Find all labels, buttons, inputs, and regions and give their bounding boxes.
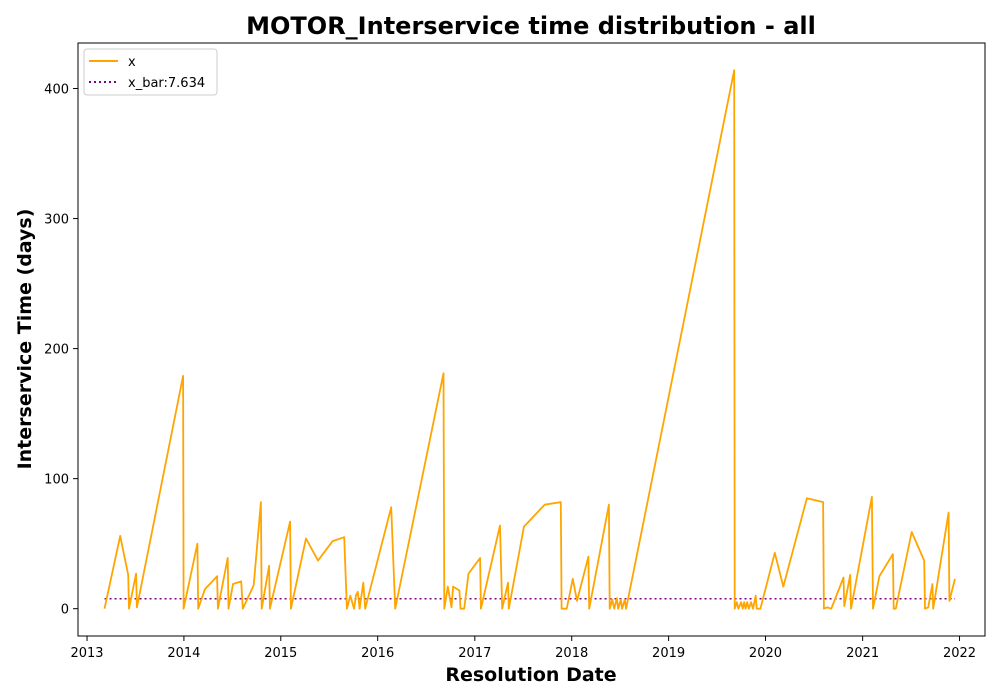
- y-tick-label: 100: [44, 473, 69, 488]
- legend: x x_bar:7.634: [83, 48, 218, 96]
- x-axis-label: Resolution Date: [445, 664, 616, 686]
- x-tick-label: 2021: [846, 646, 879, 661]
- x-tick-label: 2019: [652, 646, 685, 661]
- series-line-x: [103, 69, 956, 610]
- chart-title: MOTOR_Interservice time distribution - a…: [246, 12, 816, 40]
- legend-label-x: x: [128, 55, 136, 70]
- legend-label-x-bar: x_bar:7.634: [128, 76, 205, 91]
- y-tick-label: 0: [61, 603, 69, 618]
- y-axis-label: Interservice Time (days): [14, 209, 36, 470]
- plot-frame: [77, 42, 986, 637]
- x-tick-label: 2014: [167, 646, 200, 661]
- x-tick-label: 2018: [555, 646, 588, 661]
- x-tick-label: 2013: [70, 646, 103, 661]
- x-tick-label: 2016: [361, 646, 394, 661]
- x-tick-label: 2017: [458, 646, 491, 661]
- plot-area: [77, 42, 986, 637]
- y-axis: 0 100 200 300 400: [44, 83, 78, 618]
- y-tick-label: 300: [44, 213, 69, 228]
- series-layer: [103, 69, 956, 610]
- x-tick-label: 2015: [264, 646, 297, 661]
- y-tick-label: 400: [44, 83, 69, 98]
- x-tick-label: 2022: [943, 646, 976, 661]
- x-tick-label: 2020: [749, 646, 782, 661]
- x-axis: 2013 2014 2015 2016 2017 2018 2019 2020 2021 2022: [70, 636, 976, 661]
- plot-background: [78, 43, 985, 636]
- y-tick-label: 200: [44, 343, 69, 358]
